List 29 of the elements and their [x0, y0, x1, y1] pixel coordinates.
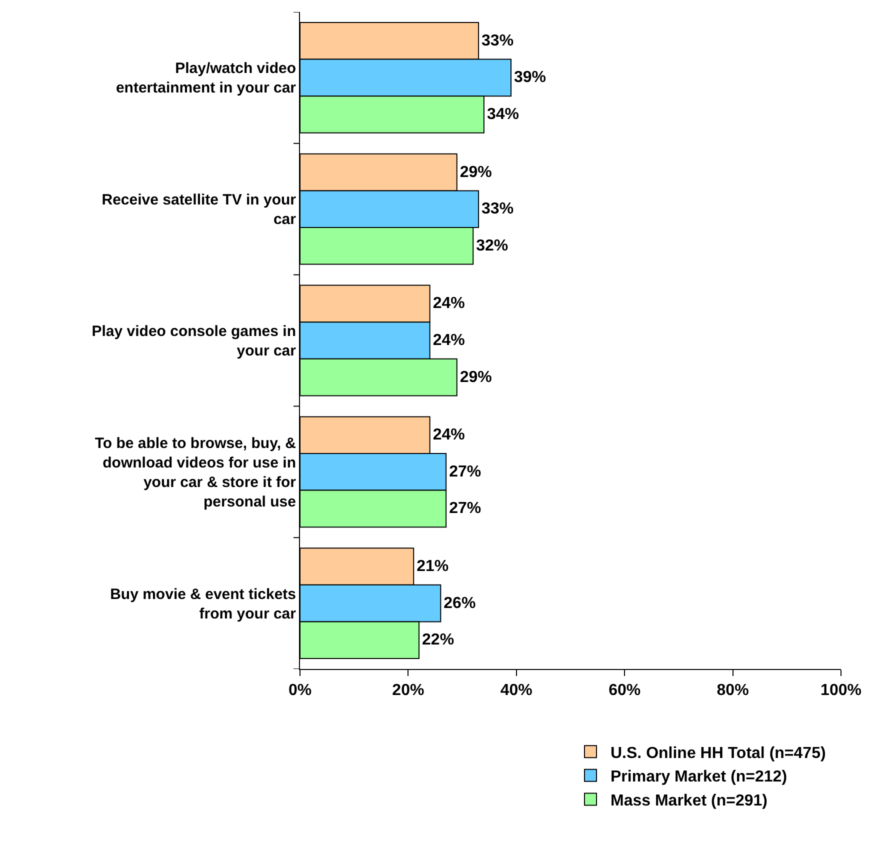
x-tick-label: 20% [392, 682, 424, 700]
data-label: 27% [449, 500, 482, 518]
x-tick-label: 100% [820, 682, 862, 700]
data-label: 24% [432, 295, 465, 312]
data-label: 29% [460, 368, 492, 386]
x-tick-label: 80% [716, 682, 749, 700]
data-label: 24% [432, 332, 465, 349]
x-tick-label: 0% [288, 682, 312, 700]
y-tick-label: Receive satellite TV in your car [102, 192, 296, 228]
data-label: 32% [476, 237, 508, 254]
y-tick-label: Play video console games in your car [92, 323, 296, 360]
x-tick-label: 40% [500, 682, 532, 700]
y-tick-label: To be able to browse, buy, & download videos for use in your car & store it for personal use [94, 434, 296, 510]
data-label: 22% [422, 632, 454, 649]
data-label: 33% [482, 32, 514, 50]
data-label: 39% [514, 69, 546, 86]
data-label: 33% [482, 200, 514, 218]
y-tick-label: Play/watch video entertainment in your car [116, 60, 296, 97]
legend-label: U.S. Online HH Total (n=475) [610, 744, 826, 762]
data-label: 27% [449, 463, 482, 480]
data-label: 24% [432, 426, 465, 444]
data-label: 26% [444, 594, 476, 612]
x-tick-label: 60% [608, 682, 641, 700]
legend-label: Mass Market (n=291) [610, 792, 768, 810]
legend-label: Primary Market (n=212) [610, 768, 788, 786]
data-label: 21% [416, 558, 449, 576]
y-tick-label: Buy movie & event tickets from your car [110, 586, 296, 622]
data-label: 34% [486, 106, 519, 123]
data-label: 29% [460, 164, 492, 181]
